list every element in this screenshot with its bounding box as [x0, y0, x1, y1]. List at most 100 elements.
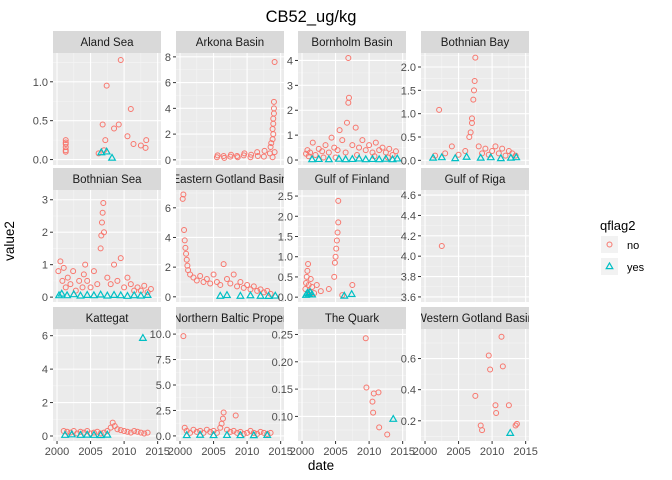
strip-label: Bothnian Sea — [72, 174, 142, 186]
x-tick-label: 2005 — [446, 446, 470, 458]
y-tick-label: 0.5 — [401, 132, 416, 144]
kattegat-point-no — [137, 429, 144, 436]
y-tick-label: 4 — [287, 55, 293, 67]
gulf-of-finland-points — [301, 197, 357, 299]
kattegat-point-no — [131, 427, 138, 434]
bornholm-basin-point-no — [343, 119, 350, 126]
bothnian-sea-point-no — [97, 245, 104, 252]
panel-background — [53, 190, 161, 302]
y-tick-label: 3 — [42, 195, 48, 207]
gulf-of-riga-points — [438, 243, 445, 249]
strip-label: Aland Sea — [80, 37, 134, 49]
bothnian-sea-point-yes — [89, 290, 99, 299]
arkona-basin-point-no — [268, 140, 275, 147]
northern-baltic-proper-point-no — [227, 428, 234, 435]
northern-baltic-proper-point-no — [232, 412, 239, 419]
eastern-gotland-basin-point-no — [230, 271, 237, 278]
y-tick-label: 8 — [165, 52, 171, 64]
bothnian-sea-point-no — [67, 281, 74, 288]
legend-point-yes — [605, 261, 614, 270]
panel-western-gotland-basin: Western Gotland Basin 0.2 0.4 0.6 2000 2005 20… — [401, 307, 538, 458]
eastern-gotland-basin-point-yes — [246, 290, 255, 299]
y-tick-label: 1.0 — [278, 252, 293, 264]
y-tick-label: 2.0 — [401, 62, 416, 74]
bothnian-sea-point-no — [117, 255, 124, 262]
panel-bothnian-bay: Bothnian Bay 0.0 0.5 1.0 1.5 2.0 — [401, 31, 529, 167]
western-gotland-basin-point-no — [485, 352, 492, 359]
bothnian-sea-point-yes — [57, 289, 67, 297]
eastern-gotland-basin-point-no — [180, 191, 187, 198]
northern-baltic-proper-point-no — [207, 428, 214, 435]
gulf-of-finland-point-yes — [307, 289, 317, 298]
bothnian-sea-point-yes — [69, 289, 79, 298]
aland-sea-point-no — [142, 144, 149, 151]
strip-aland-sea — [53, 31, 161, 53]
x-tick-label: 2010 — [112, 446, 136, 458]
bothnian-bay-point-no — [468, 115, 475, 122]
y-tick-label: 3.6 — [401, 292, 416, 304]
bornholm-basin-point-yes — [374, 154, 384, 163]
y-tick-label: 0.25 — [272, 329, 293, 341]
bothnian-sea-point-no — [100, 199, 107, 206]
strip-gulf-of-riga — [421, 168, 529, 190]
y-tick-label: 2.5 — [156, 405, 171, 417]
northern-baltic-proper-point-no — [220, 409, 227, 416]
western-gotland-basin-point-no — [487, 366, 494, 373]
bothnian-sea-point-no — [90, 268, 97, 275]
northern-baltic-proper-point-yes — [222, 430, 232, 439]
bornholm-basin-point-no — [392, 148, 399, 155]
kattegat-point-no — [127, 429, 134, 436]
y-axis-title: value2 — [2, 221, 17, 261]
gulf-of-riga-point-no — [438, 243, 445, 249]
aland-sea-point-no — [102, 137, 109, 144]
strip-label: Western Gotland Basin — [416, 313, 534, 325]
strip-bornholm-basin — [298, 31, 406, 53]
arkona-basin-point-no — [269, 154, 276, 161]
kattegat-point-yes — [138, 333, 148, 341]
northern-baltic-proper-point-yes — [249, 430, 259, 439]
bornholm-basin-point-yes — [341, 154, 350, 163]
bothnian-sea-point-no — [82, 261, 89, 268]
bothnian-sea-point-no — [114, 277, 121, 284]
bornholm-basin-points — [303, 54, 402, 163]
panel-background — [176, 53, 284, 165]
y-tick-label: 1.0 — [401, 109, 416, 121]
y-tick-label: 0.6 — [401, 354, 416, 366]
arkona-basin-point-no — [267, 143, 274, 150]
x-tick-label: 2010 — [235, 446, 259, 458]
kattegat-point-no — [114, 426, 121, 433]
panel-gulf-of-finland: Gulf of Finland 0.0 0.5 1.0 1.5 2.0 2.5 — [278, 168, 406, 304]
bothnian-bay-point-yes — [506, 153, 516, 161]
bothnian-sea-point-no — [121, 284, 128, 291]
western-gotland-basin-point-no — [513, 420, 520, 427]
eastern-gotland-basin-point-no — [200, 278, 207, 285]
bornholm-basin-point-yes — [324, 154, 334, 163]
x-tick-label: 2005 — [323, 446, 347, 458]
aland-sea-point-yes — [107, 153, 117, 161]
x-tick-label: 2000 — [168, 446, 192, 458]
aland-sea-point-no — [130, 141, 137, 147]
bornholm-basin-point-no — [312, 152, 319, 159]
bothnian-bay-point-no — [471, 78, 478, 84]
bornholm-basin-point-yes — [347, 154, 357, 163]
bothnian-bay-point-no — [512, 152, 519, 159]
panel-background — [298, 329, 406, 441]
bornholm-basin-point-no — [362, 147, 369, 154]
y-tick-label: 1.5 — [278, 231, 293, 243]
arkona-basin-point-no — [247, 154, 254, 161]
bornholm-basin-point-no — [320, 154, 327, 161]
bornholm-basin-point-no — [366, 142, 373, 149]
y-tick-label: 0.20 — [272, 357, 293, 369]
bornholm-basin-point-no — [345, 54, 352, 61]
y-tick-label: 0 — [42, 292, 48, 304]
bornholm-basin-point-no — [359, 137, 366, 144]
kattegat-point-yes — [102, 430, 112, 438]
strip-bothnian-sea — [53, 168, 161, 190]
bothnian-sea-point-no — [141, 282, 148, 289]
kattegat-point-no — [124, 428, 131, 435]
gulf-of-finland-point-no — [313, 282, 320, 289]
y-tick-label: 0.0 — [33, 155, 48, 167]
eastern-gotland-basin-point-no — [190, 274, 197, 281]
y-tick-label: 2.5 — [278, 191, 293, 203]
arkona-basin-point-no — [270, 105, 277, 112]
